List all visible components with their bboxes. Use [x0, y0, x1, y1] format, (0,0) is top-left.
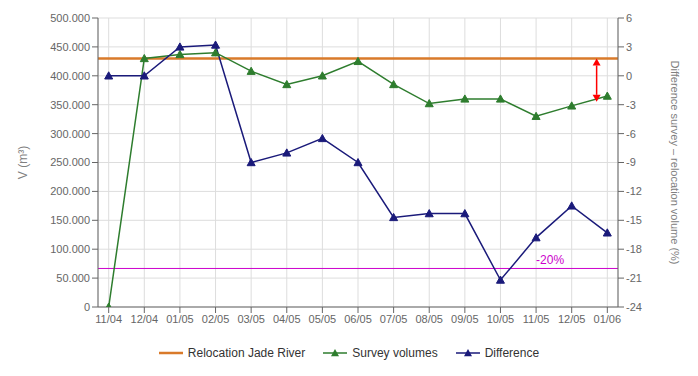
svg-text:Difference survey – relocation: Difference survey – relocation volume (%… — [669, 61, 681, 265]
svg-text:350.000: 350.000 — [50, 99, 90, 111]
svg-text:05/05: 05/05 — [309, 313, 337, 325]
svg-text:500.000: 500.000 — [50, 12, 90, 24]
svg-text:200.000: 200.000 — [50, 185, 90, 197]
svg-text:-18: -18 — [626, 243, 642, 255]
svg-text:12/05: 12/05 — [558, 313, 586, 325]
svg-text:100.000: 100.000 — [50, 243, 90, 255]
svg-text:03/05: 03/05 — [237, 313, 265, 325]
svg-text:-21: -21 — [626, 272, 642, 284]
svg-text:400.000: 400.000 — [50, 70, 90, 82]
svg-text:08/05: 08/05 — [415, 313, 443, 325]
svg-text:-24: -24 — [626, 301, 642, 313]
html-text:Relocation Jade River: Relocation Jade River — [187, 346, 306, 360]
svg-text:-15: -15 — [626, 214, 642, 226]
svg-text:11/05: 11/05 — [523, 313, 550, 325]
svg-text:300.000: 300.000 — [50, 128, 90, 140]
svg-text:250.000: 250.000 — [50, 156, 90, 168]
svg-text:450.000: 450.000 — [50, 41, 90, 53]
svg-text:50.000: 50.000 — [56, 272, 90, 284]
svg-text:10/05: 10/05 — [487, 313, 515, 325]
svg-text:-20%: -20% — [536, 253, 564, 267]
svg-text:07/05: 07/05 — [380, 313, 408, 325]
svg-text:V (m³): V (m³) — [16, 146, 30, 179]
html-text:Survey volumes: Survey volumes — [352, 346, 438, 360]
svg-text:6: 6 — [626, 12, 632, 24]
svg-text:11/04: 11/04 — [95, 313, 122, 325]
svg-text:02/05: 02/05 — [202, 313, 230, 325]
svg-text:09/05: 09/05 — [451, 313, 479, 325]
svg-text:-12: -12 — [626, 185, 642, 197]
svg-text:-3: -3 — [626, 99, 636, 111]
svg-text:0: 0 — [84, 301, 90, 313]
svg-text:3: 3 — [626, 41, 632, 53]
svg-text:-6: -6 — [626, 128, 636, 140]
svg-text:01/06: 01/06 — [594, 313, 622, 325]
svg-text:0: 0 — [626, 70, 632, 82]
html-text:Difference: Difference — [484, 346, 540, 360]
svg-text:01/05: 01/05 — [166, 313, 194, 325]
svg-text:-9: -9 — [626, 156, 636, 168]
svg-text:06/05: 06/05 — [344, 313, 372, 325]
svg-text:150.000: 150.000 — [50, 214, 90, 226]
svg-text:12/04: 12/04 — [131, 313, 159, 325]
svg-text:04/05: 04/05 — [273, 313, 301, 325]
